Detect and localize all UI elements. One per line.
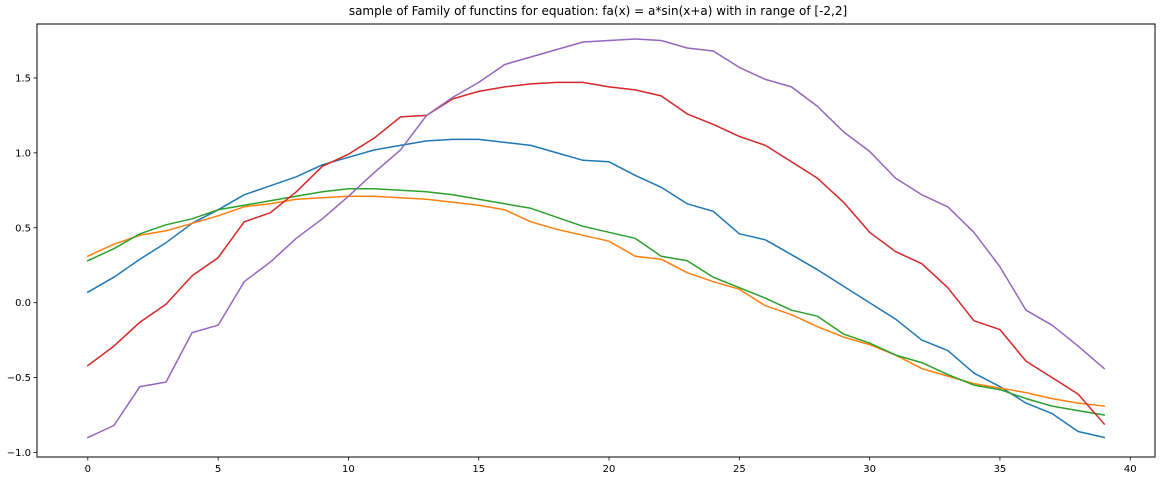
series-line-3 xyxy=(86,188,1106,416)
series-layer xyxy=(86,38,1106,439)
y-tick-label: −0.5 xyxy=(7,373,31,384)
x-tick-label: 0 xyxy=(85,464,91,475)
x-tick-label: 40 xyxy=(1124,464,1137,475)
y-tick-label: −1.0 xyxy=(7,448,31,459)
x-tick-label: 35 xyxy=(994,464,1007,475)
x-tick-label: 20 xyxy=(603,464,616,475)
y-tick-label: 1.5 xyxy=(15,73,31,84)
x-tick-label: 10 xyxy=(342,464,355,475)
chart-title: sample of Family of functins for equatio… xyxy=(349,4,847,18)
x-tick-label: 25 xyxy=(733,464,746,475)
x-tick-label: 5 xyxy=(215,464,221,475)
series-line-1 xyxy=(86,138,1106,439)
x-axis: 0 5 10 15 20 25 30 35 40 xyxy=(85,457,1137,475)
y-axis: −1.0 −0.5 0.0 0.5 1.0 1.5 xyxy=(7,73,37,459)
plot-area-frame xyxy=(36,23,1156,458)
y-tick-label: 0.0 xyxy=(15,298,31,309)
y-tick-label: 1.0 xyxy=(15,148,31,159)
x-tick-label: 30 xyxy=(863,464,876,475)
series-line-2 xyxy=(86,195,1106,407)
y-tick-label: 0.5 xyxy=(15,223,31,234)
series-line-5 xyxy=(86,38,1106,439)
series-line-4 xyxy=(86,81,1106,426)
x-tick-label: 15 xyxy=(472,464,485,475)
